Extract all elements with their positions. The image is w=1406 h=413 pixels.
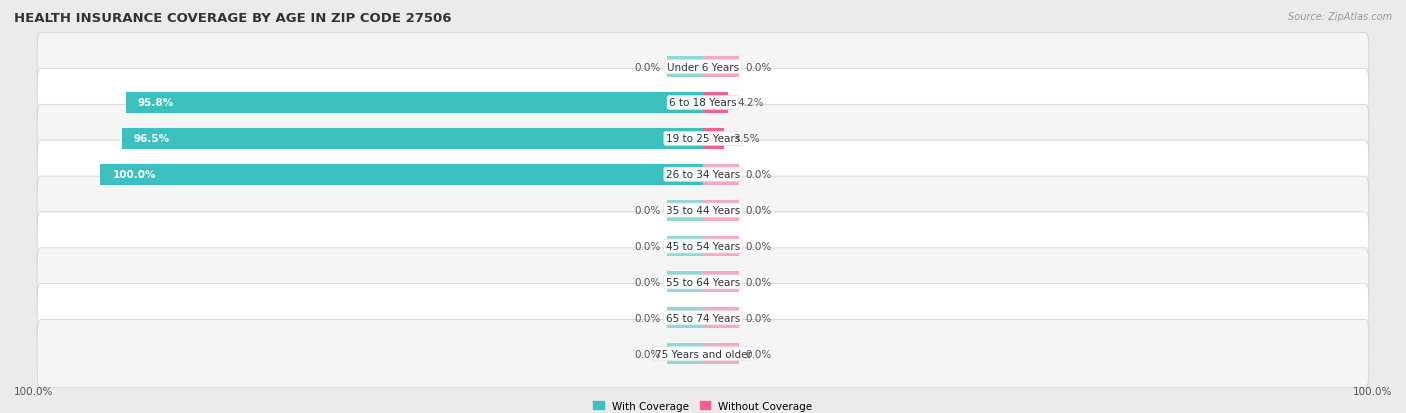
Text: 0.0%: 0.0% <box>745 206 772 216</box>
Bar <box>703 272 740 292</box>
FancyBboxPatch shape <box>37 320 1369 388</box>
Text: 0.0%: 0.0% <box>745 313 772 323</box>
Bar <box>703 93 728 114</box>
FancyBboxPatch shape <box>37 105 1369 173</box>
Bar <box>666 308 703 328</box>
Text: 65 to 74 Years: 65 to 74 Years <box>666 313 740 323</box>
Text: 100.0%: 100.0% <box>112 170 156 180</box>
Bar <box>703 200 740 221</box>
Bar <box>703 129 724 150</box>
FancyBboxPatch shape <box>37 33 1369 102</box>
Text: 0.0%: 0.0% <box>745 62 772 72</box>
Text: 100.0%: 100.0% <box>1353 387 1392 396</box>
Bar <box>666 200 703 221</box>
Text: 0.0%: 0.0% <box>634 206 661 216</box>
Text: 6 to 18 Years: 6 to 18 Years <box>669 98 737 108</box>
Bar <box>100 164 703 185</box>
Bar <box>703 236 740 257</box>
FancyBboxPatch shape <box>37 69 1369 137</box>
Text: 3.5%: 3.5% <box>733 134 759 144</box>
Text: 75 Years and older: 75 Years and older <box>655 349 751 359</box>
FancyBboxPatch shape <box>37 141 1369 209</box>
Text: 45 to 54 Years: 45 to 54 Years <box>666 242 740 252</box>
Text: 19 to 25 Years: 19 to 25 Years <box>666 134 740 144</box>
Bar <box>703 57 740 78</box>
Text: 0.0%: 0.0% <box>634 313 661 323</box>
Text: 35 to 44 Years: 35 to 44 Years <box>666 206 740 216</box>
Text: 26 to 34 Years: 26 to 34 Years <box>666 170 740 180</box>
Text: 0.0%: 0.0% <box>745 170 772 180</box>
FancyBboxPatch shape <box>37 284 1369 352</box>
Bar <box>666 57 703 78</box>
Text: 100.0%: 100.0% <box>14 387 53 396</box>
Text: 0.0%: 0.0% <box>745 242 772 252</box>
Bar <box>703 164 740 185</box>
Text: 55 to 64 Years: 55 to 64 Years <box>666 277 740 287</box>
Bar <box>703 308 740 328</box>
Bar <box>666 236 703 257</box>
Text: 0.0%: 0.0% <box>634 277 661 287</box>
Text: 4.2%: 4.2% <box>737 98 763 108</box>
Text: 96.5%: 96.5% <box>134 134 170 144</box>
Bar <box>666 344 703 364</box>
Text: 0.0%: 0.0% <box>634 62 661 72</box>
Bar <box>125 93 703 114</box>
Text: 0.0%: 0.0% <box>634 349 661 359</box>
Text: Under 6 Years: Under 6 Years <box>666 62 740 72</box>
FancyBboxPatch shape <box>37 177 1369 244</box>
FancyBboxPatch shape <box>37 248 1369 316</box>
Text: 0.0%: 0.0% <box>745 277 772 287</box>
Bar <box>121 129 703 150</box>
Bar <box>666 272 703 292</box>
Bar <box>703 344 740 364</box>
Legend: With Coverage, Without Coverage: With Coverage, Without Coverage <box>589 396 817 413</box>
Text: 0.0%: 0.0% <box>634 242 661 252</box>
Text: 95.8%: 95.8% <box>138 98 174 108</box>
Text: 0.0%: 0.0% <box>745 349 772 359</box>
FancyBboxPatch shape <box>37 212 1369 280</box>
Text: Source: ZipAtlas.com: Source: ZipAtlas.com <box>1288 12 1392 22</box>
Text: HEALTH INSURANCE COVERAGE BY AGE IN ZIP CODE 27506: HEALTH INSURANCE COVERAGE BY AGE IN ZIP … <box>14 12 451 25</box>
